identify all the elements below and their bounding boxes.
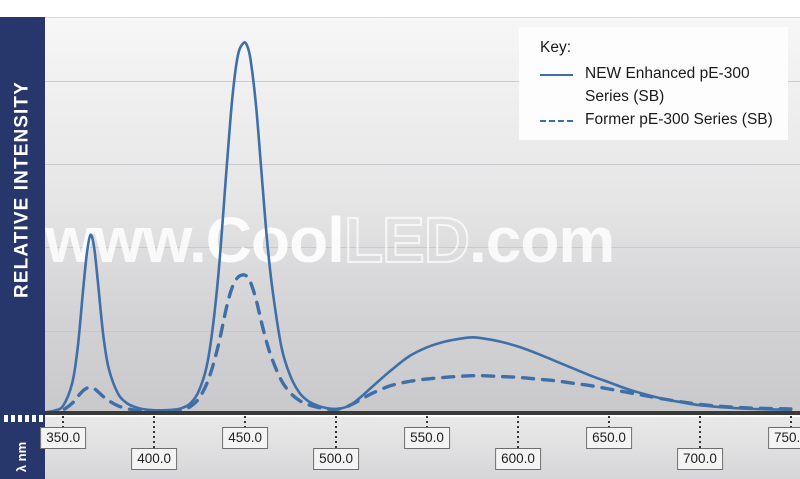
x-tick-marker [244, 416, 247, 429]
x-tick-marker [698, 416, 701, 450]
x-tick-label: 700.0 [677, 448, 723, 470]
legend-label-former: Former pE-300 Series (SB) [585, 111, 773, 128]
x-tick-marker [607, 416, 610, 429]
x-tick-label: 500.0 [313, 448, 359, 470]
y-axis-sidebar: RELATIVE INTENSITY λ nm [0, 17, 45, 479]
y-axis-title: RELATIVE INTENSITY [11, 81, 33, 298]
plot-top-rule [45, 17, 800, 18]
x-tick-label: 550.0 [404, 427, 450, 449]
legend: Key: NEW Enhanced pE-300 Series (SB) For… [519, 27, 788, 140]
legend-swatch-dashed [540, 120, 573, 122]
legend-label-new-line2: Series (SB) [585, 88, 665, 105]
series-new-enhanced [45, 41, 793, 414]
x-axis-underline [45, 415, 800, 417]
axis-origin-dots [4, 415, 44, 422]
legend-swatch-solid [540, 74, 573, 76]
x-tick-label: 400.0 [131, 448, 178, 470]
spectral-curves [45, 41, 793, 414]
x-tick-labels: 350.0 400.0 450.0 500.0 550.0 600.0 650.0 700.0… [40, 414, 800, 479]
x-tick-marker [62, 416, 65, 429]
gridline [45, 164, 800, 165]
gridline [45, 80, 800, 82]
gridline [45, 247, 800, 249]
x-tick-marker [426, 416, 429, 429]
gridline [45, 330, 800, 332]
series-former [45, 273, 793, 414]
x-tick-label: 750.0 [767, 427, 800, 449]
x-tick-label: 350.0 [40, 427, 87, 449]
x-axis-line [45, 411, 800, 415]
x-tick-label: 600.0 [495, 448, 541, 470]
x-axis-title: λ nm [14, 441, 29, 473]
x-tick-label: 450.0 [222, 427, 269, 449]
legend-title: Key: [540, 39, 572, 56]
x-tick-marker [335, 416, 338, 450]
x-tick-label: 650.0 [586, 427, 632, 449]
legend-label-new-line1: NEW Enhanced pE-300 [585, 65, 750, 82]
x-tick-marker [153, 416, 156, 450]
x-tick-marker [789, 416, 792, 429]
x-tick-marker [517, 416, 519, 450]
